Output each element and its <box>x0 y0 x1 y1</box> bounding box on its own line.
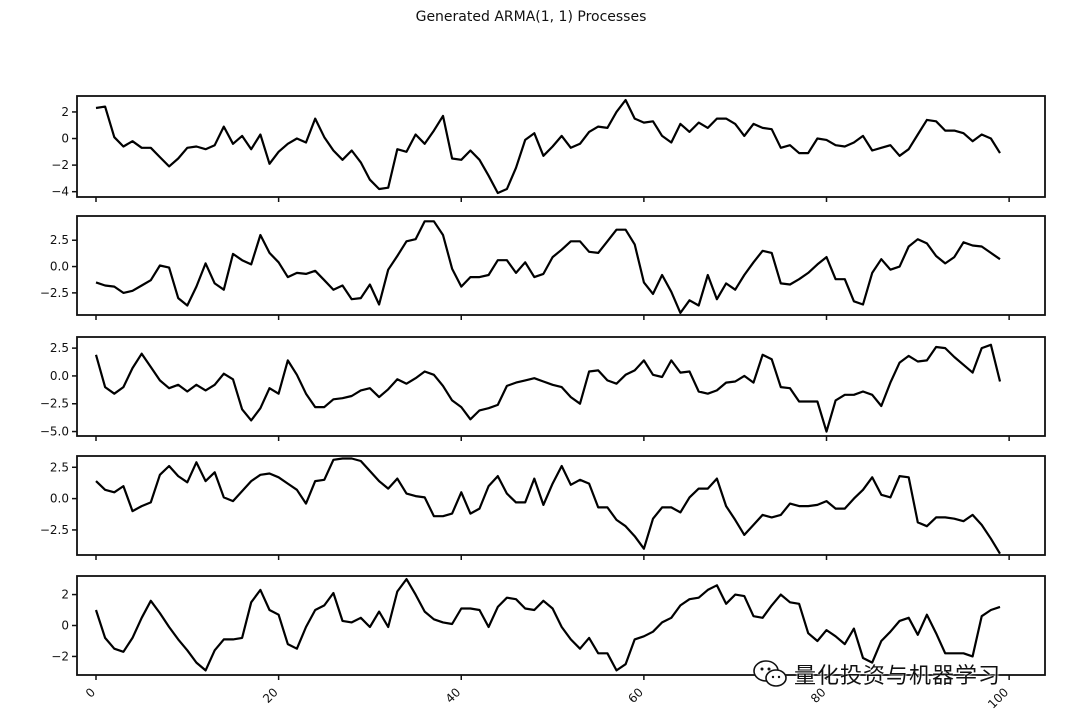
axes-frame <box>76 215 1046 316</box>
y-tick-label: 0.0 <box>50 492 69 506</box>
series-line <box>94 343 1002 433</box>
subplot-3: 2.5 0.0 −2.5 −5.0 <box>40 336 1046 441</box>
chart-title: Generated ARMA(1, 1) Processes <box>416 9 647 25</box>
y-tick-label: 2.5 <box>50 341 69 355</box>
y-tick-label: −2 <box>51 649 69 663</box>
x-tick-label: 40 <box>443 685 464 706</box>
axes-frame <box>76 95 1046 198</box>
watermark: 量化投资与机器学习 <box>752 658 1001 690</box>
y-tick-label: 0 <box>61 132 69 146</box>
y-tick-label: 0.0 <box>50 260 69 274</box>
series-line <box>94 577 1001 672</box>
subplot-1: 2 0 −2 −4 <box>51 95 1046 202</box>
y-tick-label: 0.0 <box>50 369 69 383</box>
x-tick-label: 0 <box>83 685 98 700</box>
y-tick-label: 2 <box>61 588 69 602</box>
y-tick-label: −2.5 <box>40 523 69 537</box>
wechat-icon <box>753 660 787 687</box>
y-tick-label: 2 <box>61 105 69 119</box>
y-tick-label: 2.5 <box>50 460 69 474</box>
x-tick-label: 20 <box>260 685 281 706</box>
subplot-2: 2.5 0.0 −2.5 <box>40 215 1046 320</box>
y-tick-label: 2.5 <box>50 233 69 247</box>
y-tick-label: −2.5 <box>40 397 69 411</box>
axes-frame <box>76 455 1046 556</box>
series-line <box>95 220 1001 314</box>
series-line <box>95 457 1001 555</box>
axes-frame <box>76 336 1046 437</box>
subplot-5: 2 0 −2 <box>51 575 1046 680</box>
y-tick-label: −2 <box>51 158 69 172</box>
y-tick-label: −5.0 <box>40 425 69 439</box>
y-tick-label: 0 <box>61 619 69 633</box>
series-line <box>95 98 1001 195</box>
subplot-4: 2.5 0.0 −2.5 <box>40 455 1046 560</box>
y-tick-label: −4 <box>51 185 69 199</box>
y-tick-label: −2.5 <box>40 286 69 300</box>
x-tick-label: 60 <box>625 685 646 706</box>
watermark-text: 量化投资与机器学习 <box>794 664 1002 689</box>
